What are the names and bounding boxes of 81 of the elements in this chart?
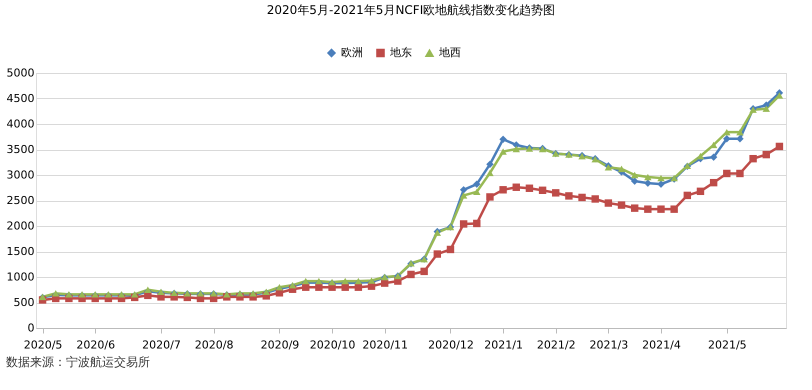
point (710, 153, 718, 161)
point (670, 205, 678, 213)
y-tick-label: 500 (14, 296, 34, 309)
point (592, 195, 599, 203)
point (407, 270, 415, 278)
x-tick-label: 2020/9 (260, 338, 300, 352)
y-tick-label: 5000 (6, 66, 34, 80)
point (512, 184, 520, 191)
x-tick-label: 2021/2 (536, 338, 576, 352)
point (696, 152, 704, 160)
source-note: 数据来源：宁波航运交易所 (6, 355, 150, 369)
y-tick-label: 4000 (6, 118, 34, 130)
point (736, 128, 744, 136)
y-tick-label: 4500 (6, 92, 34, 105)
point (618, 201, 626, 209)
x-tick-label: 2020/10 (310, 338, 356, 352)
chart-title: 2020年5月-2021年5月NCFI欧地航线指数变化趋势图 (266, 3, 556, 17)
x-tick-label: 2020/5 (24, 338, 62, 352)
legend-label: 地东 (389, 46, 412, 59)
point (460, 186, 468, 194)
point (604, 199, 612, 207)
point (630, 177, 638, 185)
point (565, 192, 573, 200)
point (486, 193, 494, 201)
point (696, 188, 704, 196)
y-tick-label: 1500 (6, 245, 34, 258)
point (749, 154, 757, 162)
x-tick-label: 2021/4 (642, 338, 681, 352)
point (526, 184, 534, 192)
x-tick-label: 2020/8 (194, 338, 234, 352)
point (723, 135, 730, 142)
point (578, 194, 586, 202)
point (552, 189, 560, 197)
y-tick-label: 1000 (6, 270, 34, 284)
x-tick-label: 2021/3 (590, 338, 628, 352)
x-tick-label: 2020/12 (428, 338, 474, 352)
y-tick-label: 2500 (6, 194, 34, 207)
point (473, 220, 480, 228)
point (473, 180, 480, 188)
x-tick-label: 2021/1 (484, 338, 523, 352)
y-tick-label: 3000 (6, 168, 34, 182)
point (644, 205, 652, 213)
point (762, 150, 770, 158)
x-tick-label: 2021/5 (708, 338, 747, 352)
x-tick-label: 2020/7 (142, 338, 181, 352)
point (657, 205, 665, 213)
point (460, 220, 468, 228)
x-tick-label: 2020/6 (76, 338, 116, 352)
point (684, 192, 692, 200)
point (512, 146, 520, 152)
point (776, 142, 784, 150)
x-tick-label: 2020/11 (362, 338, 408, 352)
point (762, 105, 770, 112)
point (499, 148, 507, 155)
point (710, 178, 718, 186)
point (657, 180, 665, 188)
point (630, 204, 638, 212)
point (486, 160, 494, 168)
legend-label: 地西 (438, 46, 461, 60)
point (420, 268, 428, 276)
y-tick-label: 2000 (6, 220, 34, 232)
point (473, 188, 480, 196)
point (434, 250, 442, 258)
point (499, 186, 507, 194)
legend-label: 欧洲 (341, 46, 363, 59)
point (736, 170, 744, 178)
point (657, 174, 665, 182)
point (538, 186, 546, 194)
point (499, 136, 507, 144)
point (618, 166, 626, 172)
y-tick-label: 0 (28, 322, 34, 334)
point (644, 174, 652, 180)
point (512, 141, 520, 149)
point (380, 279, 388, 287)
point (644, 179, 652, 187)
point (630, 172, 638, 178)
point (342, 278, 349, 284)
point (460, 192, 468, 199)
point (486, 170, 494, 176)
y-tick-label: 3500 (6, 143, 34, 156)
point (723, 170, 730, 178)
